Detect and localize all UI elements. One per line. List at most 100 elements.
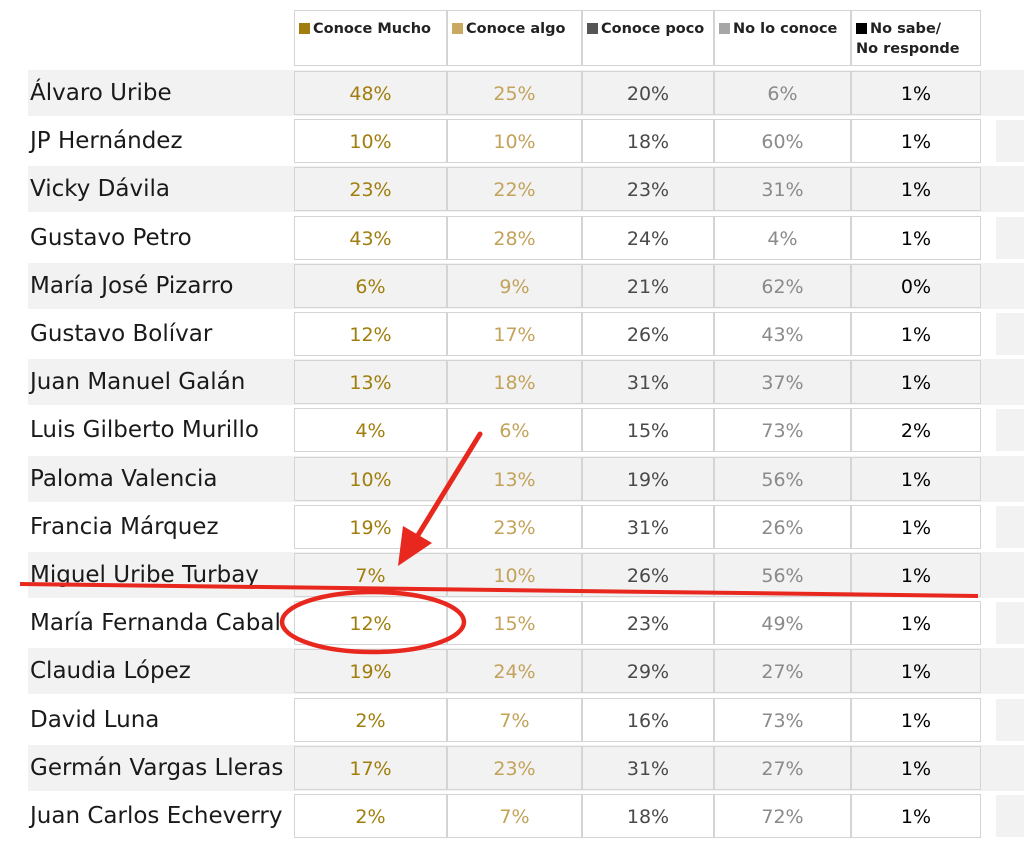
row-label: Juan Carlos Echeverry <box>30 803 283 829</box>
data-cell: 73% <box>714 697 851 742</box>
data-cell: 19% <box>294 649 447 694</box>
data-cell: 2% <box>294 697 447 742</box>
legend-swatch-4 <box>856 23 867 34</box>
row-edge-stub <box>996 602 1024 645</box>
data-cell: 43% <box>294 215 447 260</box>
data-cell: 18% <box>447 360 582 405</box>
row-edge-stub <box>996 361 1024 404</box>
data-cell: 16% <box>582 697 714 742</box>
data-cell: 12% <box>294 312 447 356</box>
data-cell: 23% <box>582 601 714 646</box>
data-cell: 10% <box>447 553 582 597</box>
row-label: Juan Manuel Galán <box>30 369 246 396</box>
column-header-0: Conoce Mucho <box>294 10 447 66</box>
data-cell: 73% <box>714 408 851 453</box>
data-cell: 22% <box>447 167 582 212</box>
data-cell: 13% <box>294 360 447 405</box>
row-label: Paloma Valencia <box>30 465 218 492</box>
data-cell: 1% <box>851 456 981 501</box>
legend-swatch-2 <box>587 23 598 34</box>
data-cell: 17% <box>447 312 582 356</box>
data-cell: 10% <box>294 456 447 501</box>
data-cell: 31% <box>582 745 714 790</box>
data-cell: 1% <box>851 794 981 838</box>
data-cell: 9% <box>447 263 582 308</box>
data-cell: 4% <box>294 408 447 453</box>
row-edge-stub <box>996 505 1024 548</box>
column-header-label: No sabe/ No responde <box>856 21 960 57</box>
data-cell: 28% <box>447 215 582 260</box>
data-cell: 1% <box>851 697 981 742</box>
data-cell: 20% <box>582 71 714 115</box>
data-cell: 27% <box>714 745 851 790</box>
data-cell: 31% <box>714 167 851 212</box>
row-label: Francia Márquez <box>30 513 219 540</box>
data-cell: 23% <box>447 745 582 790</box>
data-cell: 56% <box>714 553 851 597</box>
data-cell: 37% <box>714 360 851 405</box>
data-cell: 48% <box>294 71 447 115</box>
data-cell: 27% <box>714 649 851 694</box>
row-label: María José Pizarro <box>30 272 234 299</box>
row-label: JP Hernández <box>30 128 183 155</box>
data-cell: 25% <box>447 71 582 115</box>
column-header-3: No lo conoce <box>714 10 851 66</box>
data-cell: 72% <box>714 794 851 838</box>
row-edge-stub <box>996 457 1024 500</box>
row-label: María Fernanda Cabal <box>30 610 281 637</box>
data-cell: 21% <box>582 263 714 308</box>
row-label: Gustavo Petro <box>30 224 192 251</box>
data-cell: 1% <box>851 119 981 164</box>
data-cell: 6% <box>447 408 582 453</box>
data-cell: 12% <box>294 601 447 646</box>
row-edge-stub <box>996 120 1024 163</box>
data-cell: 31% <box>582 504 714 549</box>
data-cell: 23% <box>294 167 447 212</box>
data-cell: 26% <box>582 312 714 356</box>
data-cell: 7% <box>294 553 447 597</box>
data-cell: 18% <box>582 794 714 838</box>
column-header-label: Conoce poco <box>601 21 705 37</box>
row-edge-stub <box>996 168 1024 211</box>
row-edge-stub <box>996 72 1024 114</box>
row-edge-stub <box>996 795 1024 837</box>
row-label: Germán Vargas Lleras <box>30 754 284 781</box>
row-label: Luis Gilberto Murillo <box>30 417 260 444</box>
row-edge-stub <box>996 409 1024 452</box>
data-cell: 1% <box>851 649 981 694</box>
data-cell: 23% <box>447 504 582 549</box>
row-label: Miguel Uribe Turbay <box>30 562 259 588</box>
row-edge-stub <box>996 746 1024 789</box>
column-header-1: Conoce algo <box>447 10 582 66</box>
data-cell: 1% <box>851 745 981 790</box>
data-cell: 15% <box>447 601 582 646</box>
data-cell: 49% <box>714 601 851 646</box>
data-cell: 26% <box>714 504 851 549</box>
row-label: Claudia López <box>30 658 191 685</box>
data-cell: 24% <box>447 649 582 694</box>
data-cell: 60% <box>714 119 851 164</box>
data-cell: 10% <box>294 119 447 164</box>
data-cell: 24% <box>582 215 714 260</box>
row-label: Gustavo Bolívar <box>30 321 213 347</box>
legend-swatch-0 <box>299 23 310 34</box>
column-header-4: No sabe/ No responde <box>851 10 981 66</box>
row-edge-stub <box>996 698 1024 741</box>
data-cell: 43% <box>714 312 851 356</box>
legend-swatch-1 <box>452 23 463 34</box>
data-cell: 1% <box>851 504 981 549</box>
column-header-label: Conoce algo <box>466 21 566 37</box>
data-cell: 7% <box>447 794 582 838</box>
data-cell: 7% <box>447 697 582 742</box>
data-cell: 10% <box>447 119 582 164</box>
data-cell: 2% <box>851 408 981 453</box>
data-cell: 1% <box>851 71 981 115</box>
data-cell: 1% <box>851 312 981 356</box>
column-header-2: Conoce poco <box>582 10 714 66</box>
data-cell: 6% <box>294 263 447 308</box>
data-cell: 15% <box>582 408 714 453</box>
data-cell: 29% <box>582 649 714 694</box>
data-cell: 2% <box>294 794 447 838</box>
column-header-label: Conoce Mucho <box>313 21 431 37</box>
